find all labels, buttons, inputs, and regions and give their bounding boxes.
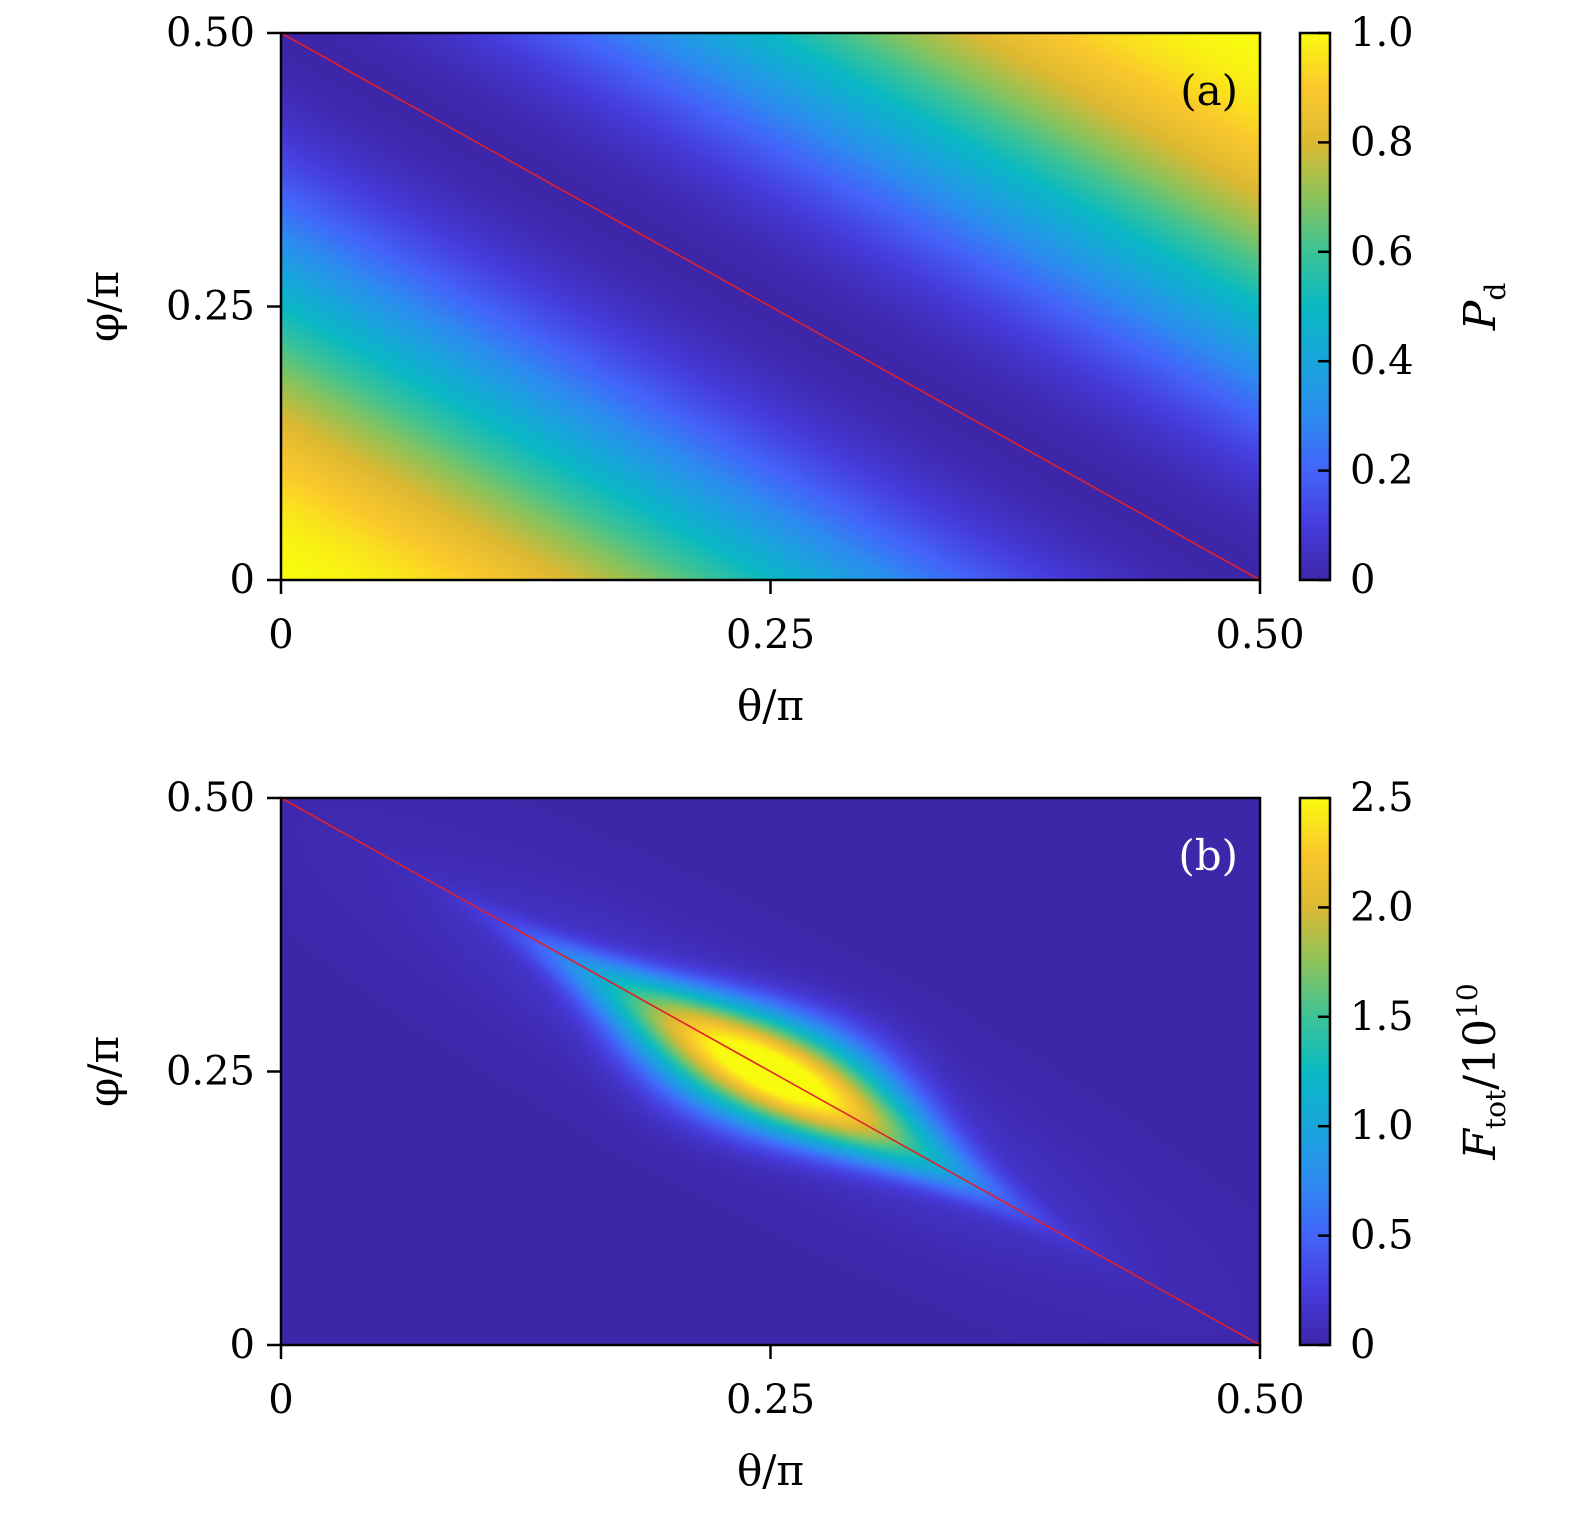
y-tick-label: 0.50 [166,10,255,56]
x-tick-label: 0.25 [726,612,815,658]
colorbar [1298,796,1332,1347]
panel-label: (b) [1178,831,1238,880]
colorbar-label: Pd [1455,283,1512,332]
colorbar-label-sub: d [1479,283,1512,301]
colorbar-tick-label: 0.8 [1350,119,1414,165]
colorbar [1298,31,1332,582]
y-tick-label: 0 [230,557,255,603]
colorbar-label-main: F [1455,1128,1506,1161]
y-tick-label: 0 [230,1322,255,1368]
colorbar-tick-label: 2.0 [1350,884,1414,930]
y-tick-label: 0.50 [166,775,255,821]
colorbar-tick-label: 0 [1350,1322,1375,1368]
y-axis-label: φ/π [79,271,128,342]
colorbar-tick-label: 0.6 [1350,229,1414,275]
overlay-line [280,32,1261,581]
x-tick-label: 0 [268,1377,293,1423]
x-axis-label: θ/π [737,681,804,730]
panel-a: 0 0.25 0.50 0 0.25 0.50 θ/π φ/π (a) 0 0.2 0.4 0.6 0.8… [79,10,1512,730]
panel-b: 0 0.25 0.50 0 0.25 0.50 θ/π φ/π (b) 0 0.5 1.0 1.5 2.0… [79,775,1512,1495]
colorbar-tick-label: 0.5 [1350,1213,1414,1259]
colorbar-tick-label: 2.5 [1350,775,1414,821]
colorbar-label-rest: /10 [1455,1019,1506,1090]
x-tick-label: 0.50 [1215,1377,1304,1423]
x-tick-label: 0 [268,612,293,658]
colorbar-label: Ftot/1010 [1451,983,1512,1160]
colorbar-tick-label: 1.5 [1350,994,1414,1040]
x-axis-label: θ/π [737,1446,804,1495]
colorbar-tick-label: 0 [1350,557,1375,603]
y-axis-label: φ/π [79,1036,128,1107]
y-tick-label: 0.25 [166,1049,255,1095]
x-tick-label: 0.50 [1215,612,1304,658]
colorbar-tick-label: 1.0 [1350,10,1414,56]
colorbar-tick-label: 0.4 [1350,338,1414,384]
overlay-line [280,797,1261,1346]
colorbar-label-main: P [1455,299,1506,331]
colorbar-tick-label: 0.2 [1350,448,1414,494]
colorbar-tick-label: 1.0 [1350,1103,1414,1149]
colorbar-label-sup: 10 [1451,983,1484,1019]
x-tick-label: 0.25 [726,1377,815,1423]
panel-label: (a) [1180,66,1238,115]
colorbar-label-sub: tot [1479,1089,1512,1129]
y-tick-label: 0.25 [166,284,255,330]
